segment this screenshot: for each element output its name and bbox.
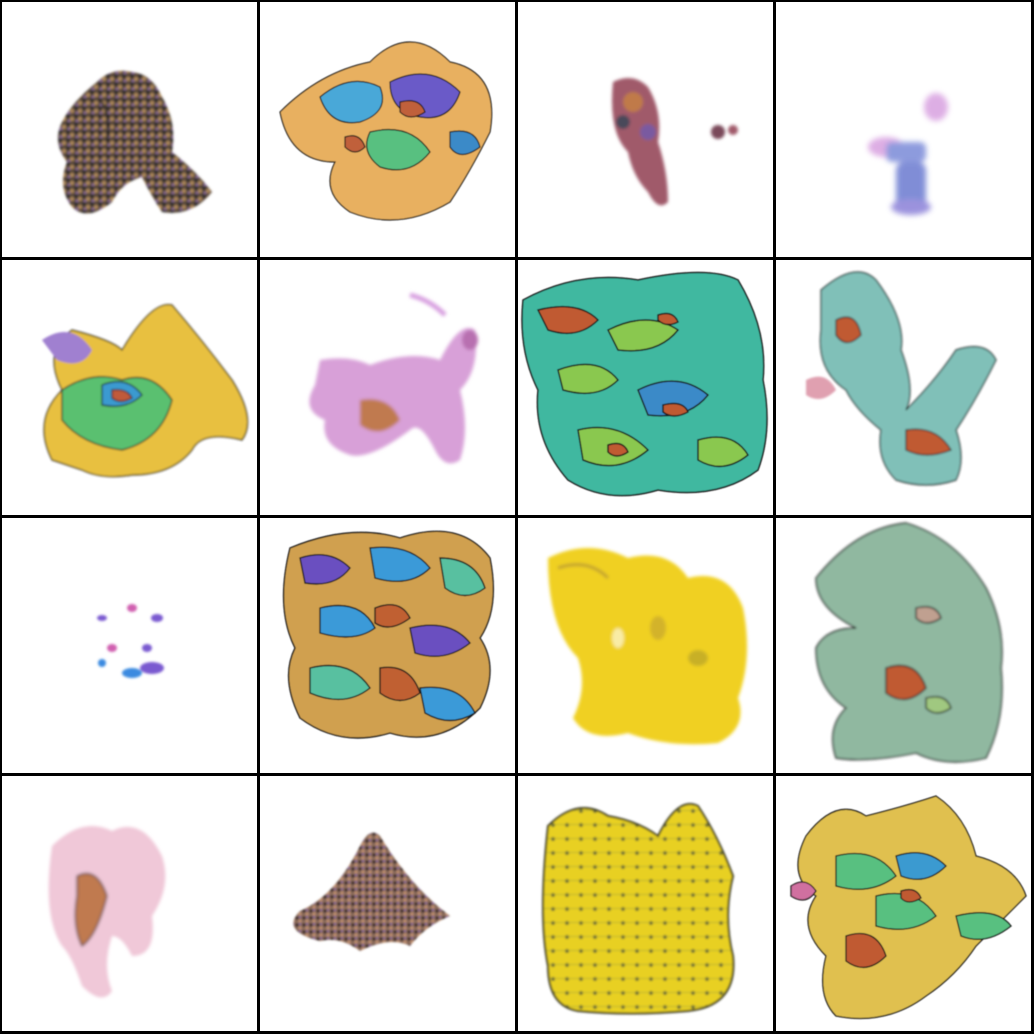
tile-r2c1 <box>2 260 257 515</box>
tile-r4c3 <box>518 776 773 1031</box>
swirl-blob-image <box>279 41 493 221</box>
speckled-blob-image <box>293 832 450 951</box>
swirl-blob-image <box>790 795 1027 1020</box>
blob-image <box>806 271 997 486</box>
tile-r4c1 <box>2 776 257 1031</box>
tile-r2c2 <box>260 260 515 515</box>
tile-r3c1 <box>2 518 257 773</box>
tile-r2c3 <box>518 260 773 515</box>
blob-image <box>815 522 1003 763</box>
tile-r3c3 <box>518 518 773 773</box>
tile-r2c4 <box>776 260 1031 515</box>
tile-r3c2 <box>260 518 515 773</box>
blob-image <box>42 303 249 478</box>
tile-r1c2 <box>260 2 515 257</box>
tile-r1c4 <box>776 2 1031 257</box>
speckled-blob-image <box>58 70 212 214</box>
tile-r3c4 <box>776 518 1031 773</box>
sparse-blob-image <box>97 604 164 678</box>
soft-blob-image <box>48 826 166 998</box>
soft-blob-image <box>868 93 948 215</box>
blob-image <box>548 548 747 745</box>
swirl-blob-image <box>282 530 494 739</box>
tile-r4c4 <box>776 776 1031 1031</box>
sparse-blob-image <box>612 78 738 206</box>
tile-r1c1 <box>2 2 257 257</box>
swirl-blob-image <box>521 271 768 497</box>
blob-image <box>309 292 478 464</box>
tile-r1c3 <box>518 2 773 257</box>
textured-blob-image <box>542 803 735 1015</box>
tile-r4c2 <box>260 776 515 1031</box>
